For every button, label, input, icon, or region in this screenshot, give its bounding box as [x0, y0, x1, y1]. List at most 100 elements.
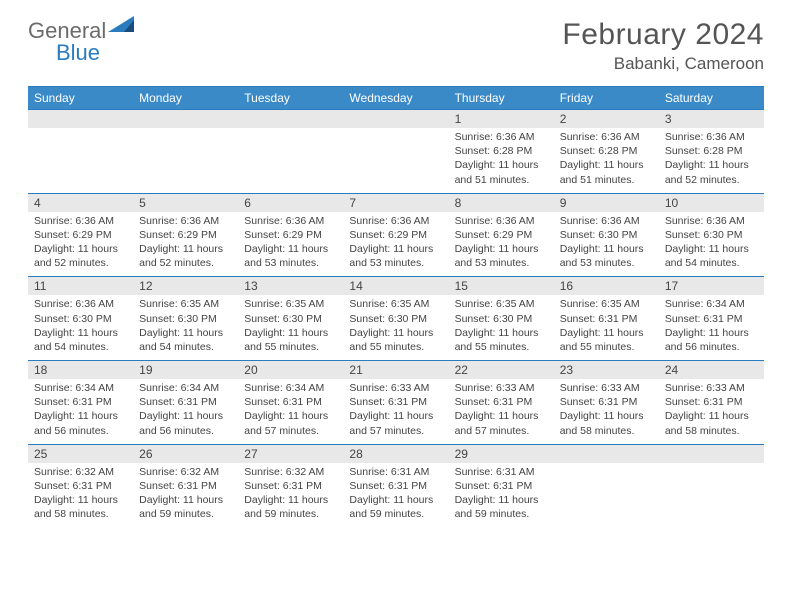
day-detail: Sunrise: 6:35 AMSunset: 6:30 PMDaylight:… [133, 295, 238, 360]
day-number: 21 [343, 361, 448, 379]
day-number: 29 [449, 445, 554, 463]
day-number: 18 [28, 361, 133, 379]
sunset-text: Sunset: 6:31 PM [560, 312, 653, 326]
sunrise-text: Sunrise: 6:34 AM [139, 381, 232, 395]
daylight-text: Daylight: 11 hours and 55 minutes. [560, 326, 653, 354]
sunrise-text: Sunrise: 6:36 AM [34, 214, 127, 228]
daylight-text: Daylight: 11 hours and 55 minutes. [349, 326, 442, 354]
daylight-text: Daylight: 11 hours and 56 minutes. [34, 409, 127, 437]
sunrise-text: Sunrise: 6:36 AM [455, 214, 548, 228]
sunset-text: Sunset: 6:31 PM [139, 395, 232, 409]
sunset-text: Sunset: 6:31 PM [349, 395, 442, 409]
day-detail-row: Sunrise: 6:34 AMSunset: 6:31 PMDaylight:… [28, 379, 764, 444]
daylight-text: Daylight: 11 hours and 57 minutes. [455, 409, 548, 437]
day-detail [554, 463, 659, 528]
day-number-row: 2526272829 [28, 445, 764, 463]
logo-word-blue: Blue [56, 40, 100, 66]
day-detail: Sunrise: 6:34 AMSunset: 6:31 PMDaylight:… [238, 379, 343, 444]
sunrise-text: Sunrise: 6:36 AM [665, 130, 758, 144]
day-detail: Sunrise: 6:36 AMSunset: 6:30 PMDaylight:… [659, 212, 764, 277]
day-detail: Sunrise: 6:36 AMSunset: 6:29 PMDaylight:… [28, 212, 133, 277]
day-number: 5 [133, 194, 238, 212]
sunset-text: Sunset: 6:30 PM [560, 228, 653, 242]
daylight-text: Daylight: 11 hours and 59 minutes. [139, 493, 232, 521]
sunset-text: Sunset: 6:30 PM [244, 312, 337, 326]
day-detail: Sunrise: 6:31 AMSunset: 6:31 PMDaylight:… [449, 463, 554, 528]
day-number [133, 110, 238, 128]
day-number: 7 [343, 194, 448, 212]
day-header: Friday [554, 87, 659, 109]
sunset-text: Sunset: 6:28 PM [455, 144, 548, 158]
sunrise-text: Sunrise: 6:33 AM [455, 381, 548, 395]
day-number: 26 [133, 445, 238, 463]
calendar-week: 123Sunrise: 6:36 AMSunset: 6:28 PMDaylig… [28, 109, 764, 193]
day-header: Thursday [449, 87, 554, 109]
day-number: 16 [554, 277, 659, 295]
day-number: 13 [238, 277, 343, 295]
day-number [554, 445, 659, 463]
header: General Blue February 2024 Babanki, Came… [28, 18, 764, 74]
sunset-text: Sunset: 6:29 PM [349, 228, 442, 242]
sunrise-text: Sunrise: 6:35 AM [349, 297, 442, 311]
sunset-text: Sunset: 6:31 PM [665, 395, 758, 409]
sunrise-text: Sunrise: 6:36 AM [139, 214, 232, 228]
sunrise-text: Sunrise: 6:36 AM [560, 130, 653, 144]
sunrise-text: Sunrise: 6:36 AM [560, 214, 653, 228]
daylight-text: Daylight: 11 hours and 58 minutes. [560, 409, 653, 437]
title-block: February 2024 Babanki, Cameroon [562, 18, 764, 74]
day-number [28, 110, 133, 128]
day-detail [238, 128, 343, 193]
sunrise-text: Sunrise: 6:32 AM [34, 465, 127, 479]
daylight-text: Daylight: 11 hours and 53 minutes. [349, 242, 442, 270]
day-detail: Sunrise: 6:36 AMSunset: 6:29 PMDaylight:… [133, 212, 238, 277]
day-detail: Sunrise: 6:36 AMSunset: 6:29 PMDaylight:… [343, 212, 448, 277]
sunrise-text: Sunrise: 6:36 AM [349, 214, 442, 228]
sunset-text: Sunset: 6:29 PM [244, 228, 337, 242]
sunrise-text: Sunrise: 6:34 AM [665, 297, 758, 311]
sunrise-text: Sunrise: 6:36 AM [34, 297, 127, 311]
daylight-text: Daylight: 11 hours and 56 minutes. [139, 409, 232, 437]
sunset-text: Sunset: 6:31 PM [665, 312, 758, 326]
daylight-text: Daylight: 11 hours and 59 minutes. [244, 493, 337, 521]
day-number [659, 445, 764, 463]
day-number: 11 [28, 277, 133, 295]
daylight-text: Daylight: 11 hours and 55 minutes. [455, 326, 548, 354]
page-subtitle: Babanki, Cameroon [562, 54, 764, 74]
day-number-row: 11121314151617 [28, 277, 764, 295]
day-number: 15 [449, 277, 554, 295]
day-detail: Sunrise: 6:34 AMSunset: 6:31 PMDaylight:… [133, 379, 238, 444]
calendar-week: 2526272829 Sunrise: 6:32 AM Sunset: 6:31 P… [28, 444, 764, 528]
sunset-text: Sunset: 6:31 PM [455, 479, 548, 493]
day-number: 10 [659, 194, 764, 212]
sunset-text: Sunset: 6:29 PM [139, 228, 232, 242]
daylight-text: Daylight: 11 hours and 59 minutes. [455, 493, 548, 521]
sunset-text: Sunset: 6:30 PM [455, 312, 548, 326]
day-detail: Sunrise: 6:33 AMSunset: 6:31 PMDaylight:… [659, 379, 764, 444]
day-number: 1 [449, 110, 554, 128]
daylight-text: Daylight: 11 hours and 52 minutes. [34, 242, 127, 270]
daylight-text: Daylight: 11 hours and 51 minutes. [560, 158, 653, 186]
day-number: 6 [238, 194, 343, 212]
day-detail: Sunrise: 6:31 AMSunset: 6:31 PMDaylight:… [343, 463, 448, 528]
day-detail: Sunrise: 6:36 AMSunset: 6:29 PMDaylight:… [238, 212, 343, 277]
daylight-text: Daylight: 11 hours and 58 minutes. [34, 493, 127, 521]
daylight-text: Daylight: 11 hours and 53 minutes. [560, 242, 653, 270]
daylight-text: Daylight: 11 hours and 58 minutes. [665, 409, 758, 437]
sunset-text: Sunset: 6:29 PM [34, 228, 127, 242]
sunrise-text: Sunrise: 6:31 AM [455, 465, 548, 479]
daylight-text: Daylight: 11 hours and 54 minutes. [665, 242, 758, 270]
day-header: Tuesday [238, 87, 343, 109]
day-number: 25 [28, 445, 133, 463]
sunrise-text: Sunrise: 6:31 AM [349, 465, 442, 479]
daylight-text: Daylight: 11 hours and 55 minutes. [244, 326, 337, 354]
day-detail-row: Sunrise: 6:32 AMSunset: 6:31 PMDaylight:… [28, 463, 764, 528]
calendar: SundayMondayTuesdayWednesdayThursdayFrid… [28, 86, 764, 527]
calendar-weeks: 123Sunrise: 6:36 AMSunset: 6:28 PMDaylig… [28, 109, 764, 527]
sunrise-text: Sunrise: 6:35 AM [455, 297, 548, 311]
daylight-text: Daylight: 11 hours and 53 minutes. [244, 242, 337, 270]
sunset-text: Sunset: 6:31 PM [139, 479, 232, 493]
sunrise-text: Sunrise: 6:35 AM [244, 297, 337, 311]
sunset-text: Sunset: 6:31 PM [34, 395, 127, 409]
day-detail-row: Sunrise: 6:36 AMSunset: 6:30 PMDaylight:… [28, 295, 764, 360]
daylight-text: Daylight: 11 hours and 53 minutes. [455, 242, 548, 270]
